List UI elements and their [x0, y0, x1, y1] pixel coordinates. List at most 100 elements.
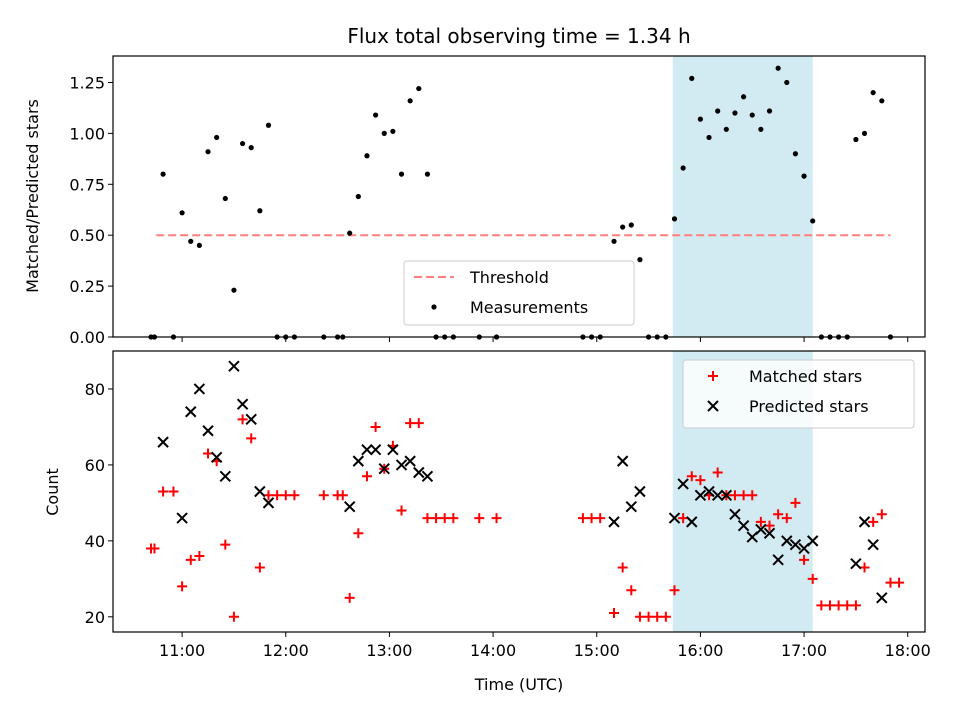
matched-star-point — [203, 448, 214, 459]
measurement-point — [373, 112, 379, 118]
top-axes-frame — [112, 55, 926, 338]
x-tick-label: 15:00 — [574, 641, 620, 660]
matched-star-point — [586, 513, 597, 524]
measurement-point — [239, 140, 246, 147]
bottom-y-tick-label: 40 — [85, 532, 105, 551]
predicted-star-point — [421, 470, 434, 483]
predicted-star-point — [387, 444, 399, 456]
predicted-star-point — [210, 451, 223, 464]
matched-star-point — [876, 509, 887, 520]
matched-star-point — [246, 433, 257, 444]
matched-star-point — [361, 471, 372, 482]
top-legend: Threshold Measurements — [403, 260, 635, 326]
matched-star-point — [626, 585, 637, 596]
predicted-star-point — [729, 508, 741, 520]
predicted-star-point — [772, 554, 784, 566]
measurement-point — [257, 208, 263, 214]
measurement-point — [766, 108, 773, 114]
predicted-star-point — [245, 413, 257, 426]
matched-star-point — [413, 418, 424, 429]
x-tick-label: 16:00 — [677, 641, 723, 660]
matched-star-point — [280, 490, 291, 501]
matched-star-point — [254, 562, 265, 573]
matched-star-point — [396, 505, 407, 516]
bottom-y-tick-label: 20 — [85, 608, 105, 627]
x-axis-label: Time (UTC) — [474, 675, 563, 694]
predicted-star-point — [361, 444, 373, 456]
measurement-point — [160, 171, 166, 177]
measurement-point — [179, 210, 185, 216]
top-y-axis-label: Matched/Predicted stars — [23, 99, 42, 293]
top-y-tick-label: 0.50 — [69, 226, 105, 245]
predicted-star-point — [703, 485, 715, 498]
x-tick-label: 12:00 — [263, 641, 309, 660]
predicted-star-point — [876, 592, 888, 604]
measurement-point — [355, 193, 361, 200]
legend-label: Threshold — [469, 268, 549, 287]
measurement-point — [801, 173, 807, 179]
matched-star-point — [609, 608, 620, 619]
bottom-y-tick-label: 80 — [85, 380, 105, 399]
matched-star-point — [344, 592, 355, 603]
matched-star-point — [729, 490, 740, 501]
matched-star-point — [652, 611, 663, 622]
predicted-star-point — [763, 527, 776, 539]
matched-star-point — [228, 611, 239, 622]
matched-star-point — [634, 611, 645, 622]
matched-star-point — [177, 581, 188, 592]
matched-star-point — [660, 611, 671, 622]
measurement-point — [749, 112, 755, 118]
measurement-point — [758, 126, 764, 132]
measurement-point — [398, 171, 405, 177]
predicted-star-point — [858, 516, 871, 528]
predicted-star-point — [254, 485, 266, 498]
matched-star-point — [158, 486, 169, 497]
matched-star-point — [773, 509, 784, 520]
measurement-point — [810, 218, 816, 224]
matched-star-point — [318, 490, 329, 501]
measurement-point — [879, 98, 885, 104]
matched-star-point — [816, 600, 827, 611]
measurement-point — [792, 151, 799, 157]
matched-star-point — [353, 528, 364, 539]
predicted-star-point — [343, 500, 356, 513]
measurement-point — [196, 242, 202, 248]
measurement-point — [390, 128, 396, 134]
predicted-star-point — [395, 459, 408, 471]
top-y-tick-label: 0.75 — [69, 175, 105, 194]
matched-star-point — [448, 513, 459, 524]
measurement-point — [620, 224, 626, 230]
legend-matched-swatch — [708, 371, 718, 381]
matched-star-point — [678, 513, 689, 524]
matched-star-point — [405, 418, 416, 429]
legend-label: Predicted stars — [749, 397, 869, 416]
matched-star-point — [747, 490, 758, 501]
matched-star-point — [764, 520, 775, 531]
predicted-star-point — [634, 485, 646, 498]
matched-star-point — [859, 562, 870, 573]
matched-star-point — [149, 543, 160, 554]
matched-star-point — [422, 513, 433, 524]
predicted-star-point — [219, 470, 232, 483]
predicted-star-point — [677, 478, 689, 490]
predicted-star-point — [352, 455, 365, 467]
matched-star-point — [491, 513, 502, 524]
measurement-point — [416, 85, 422, 92]
matched-star-point — [738, 490, 749, 501]
matched-star-point — [168, 486, 179, 497]
legend-predicted-swatch — [707, 400, 719, 412]
matched-star-point — [799, 554, 810, 565]
measurement-point — [671, 216, 678, 222]
matched-star-point — [337, 490, 348, 501]
legend-label: Matched stars — [749, 367, 862, 386]
predicted-star-point — [193, 383, 206, 395]
matched-star-point — [842, 600, 853, 611]
measurement-point — [205, 149, 211, 155]
x-tick-label: 17:00 — [781, 641, 827, 660]
predicted-star-point — [413, 466, 425, 479]
x-tick-label: 11:00 — [159, 641, 205, 660]
matched-star-point — [790, 497, 801, 508]
matched-star-point — [272, 490, 283, 501]
legend-box — [403, 260, 635, 326]
measurement-point — [407, 98, 413, 104]
